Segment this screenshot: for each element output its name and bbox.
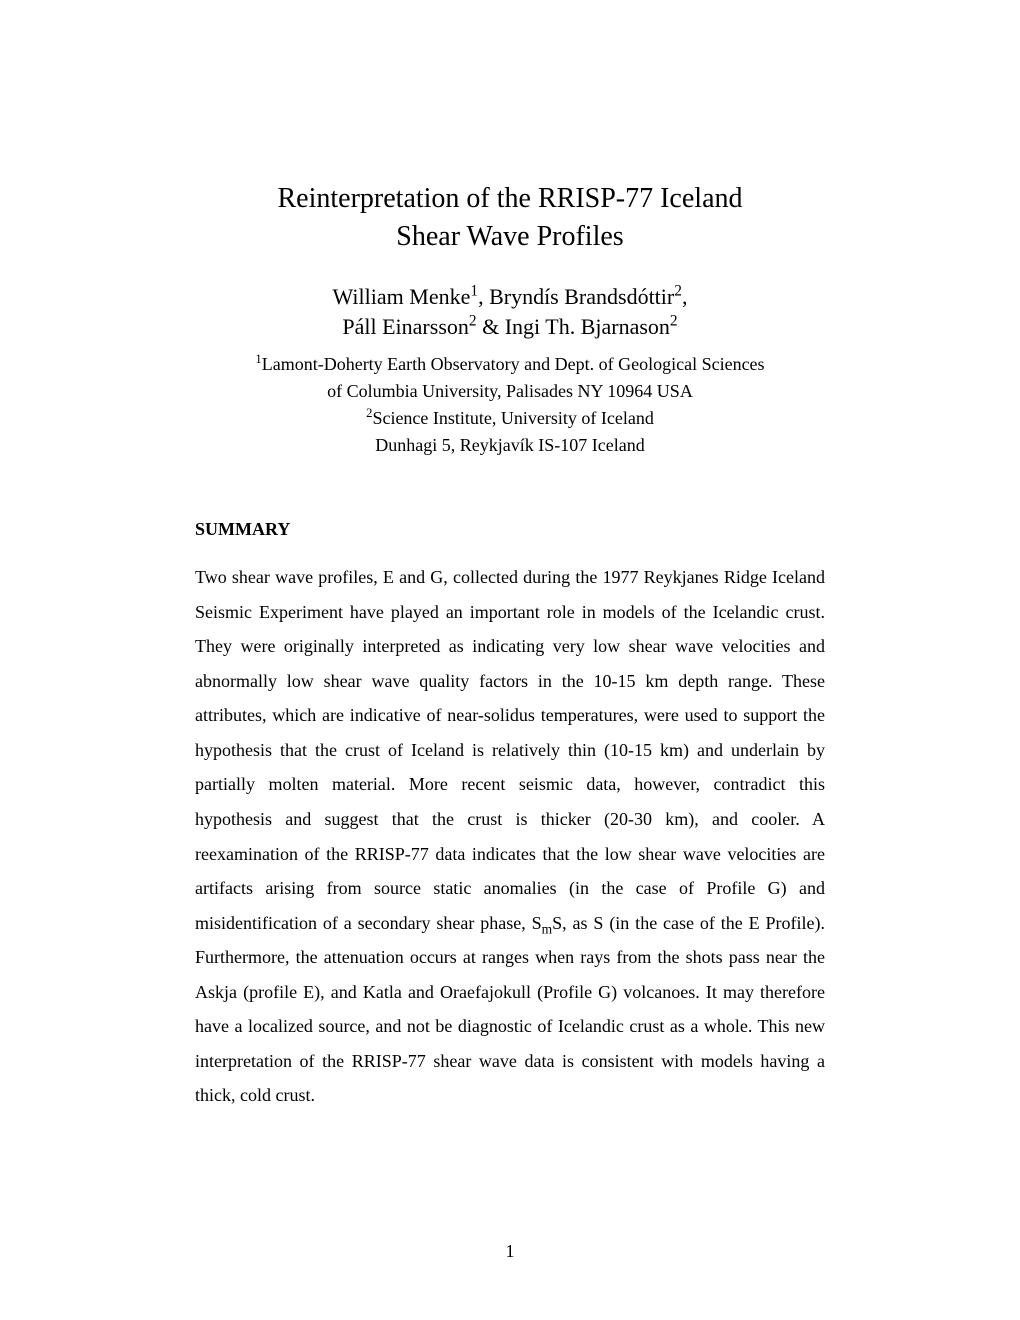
author-4: Ingi Th. Bjarnason bbox=[505, 314, 670, 339]
author-3-sup: 2 bbox=[469, 313, 477, 330]
summary-heading: SUMMARY bbox=[195, 519, 825, 540]
comma-2: , bbox=[682, 284, 688, 309]
author-3: Páll Einarsson bbox=[342, 314, 469, 339]
paper-title: Reinterpretation of the RRISP-77 Iceland… bbox=[195, 180, 825, 256]
page-number: 1 bbox=[0, 1241, 1020, 1262]
summary-subscript: m bbox=[542, 921, 553, 936]
title-line-2: Shear Wave Profiles bbox=[396, 221, 623, 252]
author-1: William Menke bbox=[333, 284, 471, 309]
author-2-sup: 2 bbox=[674, 282, 682, 299]
summary-text-part-2: S, as S (in the case of the E Profile). … bbox=[195, 913, 825, 1106]
aff-2-line-1: Science Institute, University of Iceland bbox=[372, 408, 653, 428]
title-block: Reinterpretation of the RRISP-77 Iceland… bbox=[195, 180, 825, 256]
title-line-1: Reinterpretation of the RRISP-77 Iceland bbox=[278, 183, 743, 214]
aff-1-line-2: of Columbia University, Palisades NY 109… bbox=[327, 381, 693, 401]
author-4-sup: 2 bbox=[670, 313, 678, 330]
summary-text-part-1: Two shear wave profiles, E and G, collec… bbox=[195, 567, 825, 932]
authors-block: William Menke1, Bryndís Brandsdóttir2, P… bbox=[195, 282, 825, 344]
author-1-sup: 1 bbox=[470, 282, 478, 299]
comma: , bbox=[478, 284, 489, 309]
affiliations-block: 1Lamont-Doherty Earth Observatory and De… bbox=[195, 351, 825, 459]
ampersand: & bbox=[477, 314, 505, 339]
author-2: Bryndís Brandsdóttir bbox=[489, 284, 674, 309]
summary-paragraph: Two shear wave profiles, E and G, collec… bbox=[195, 560, 825, 1113]
aff-2-line-2: Dunhagi 5, Reykjavík IS-107 Iceland bbox=[375, 435, 644, 455]
aff-1-line-1: Lamont-Doherty Earth Observatory and Dep… bbox=[262, 354, 765, 374]
